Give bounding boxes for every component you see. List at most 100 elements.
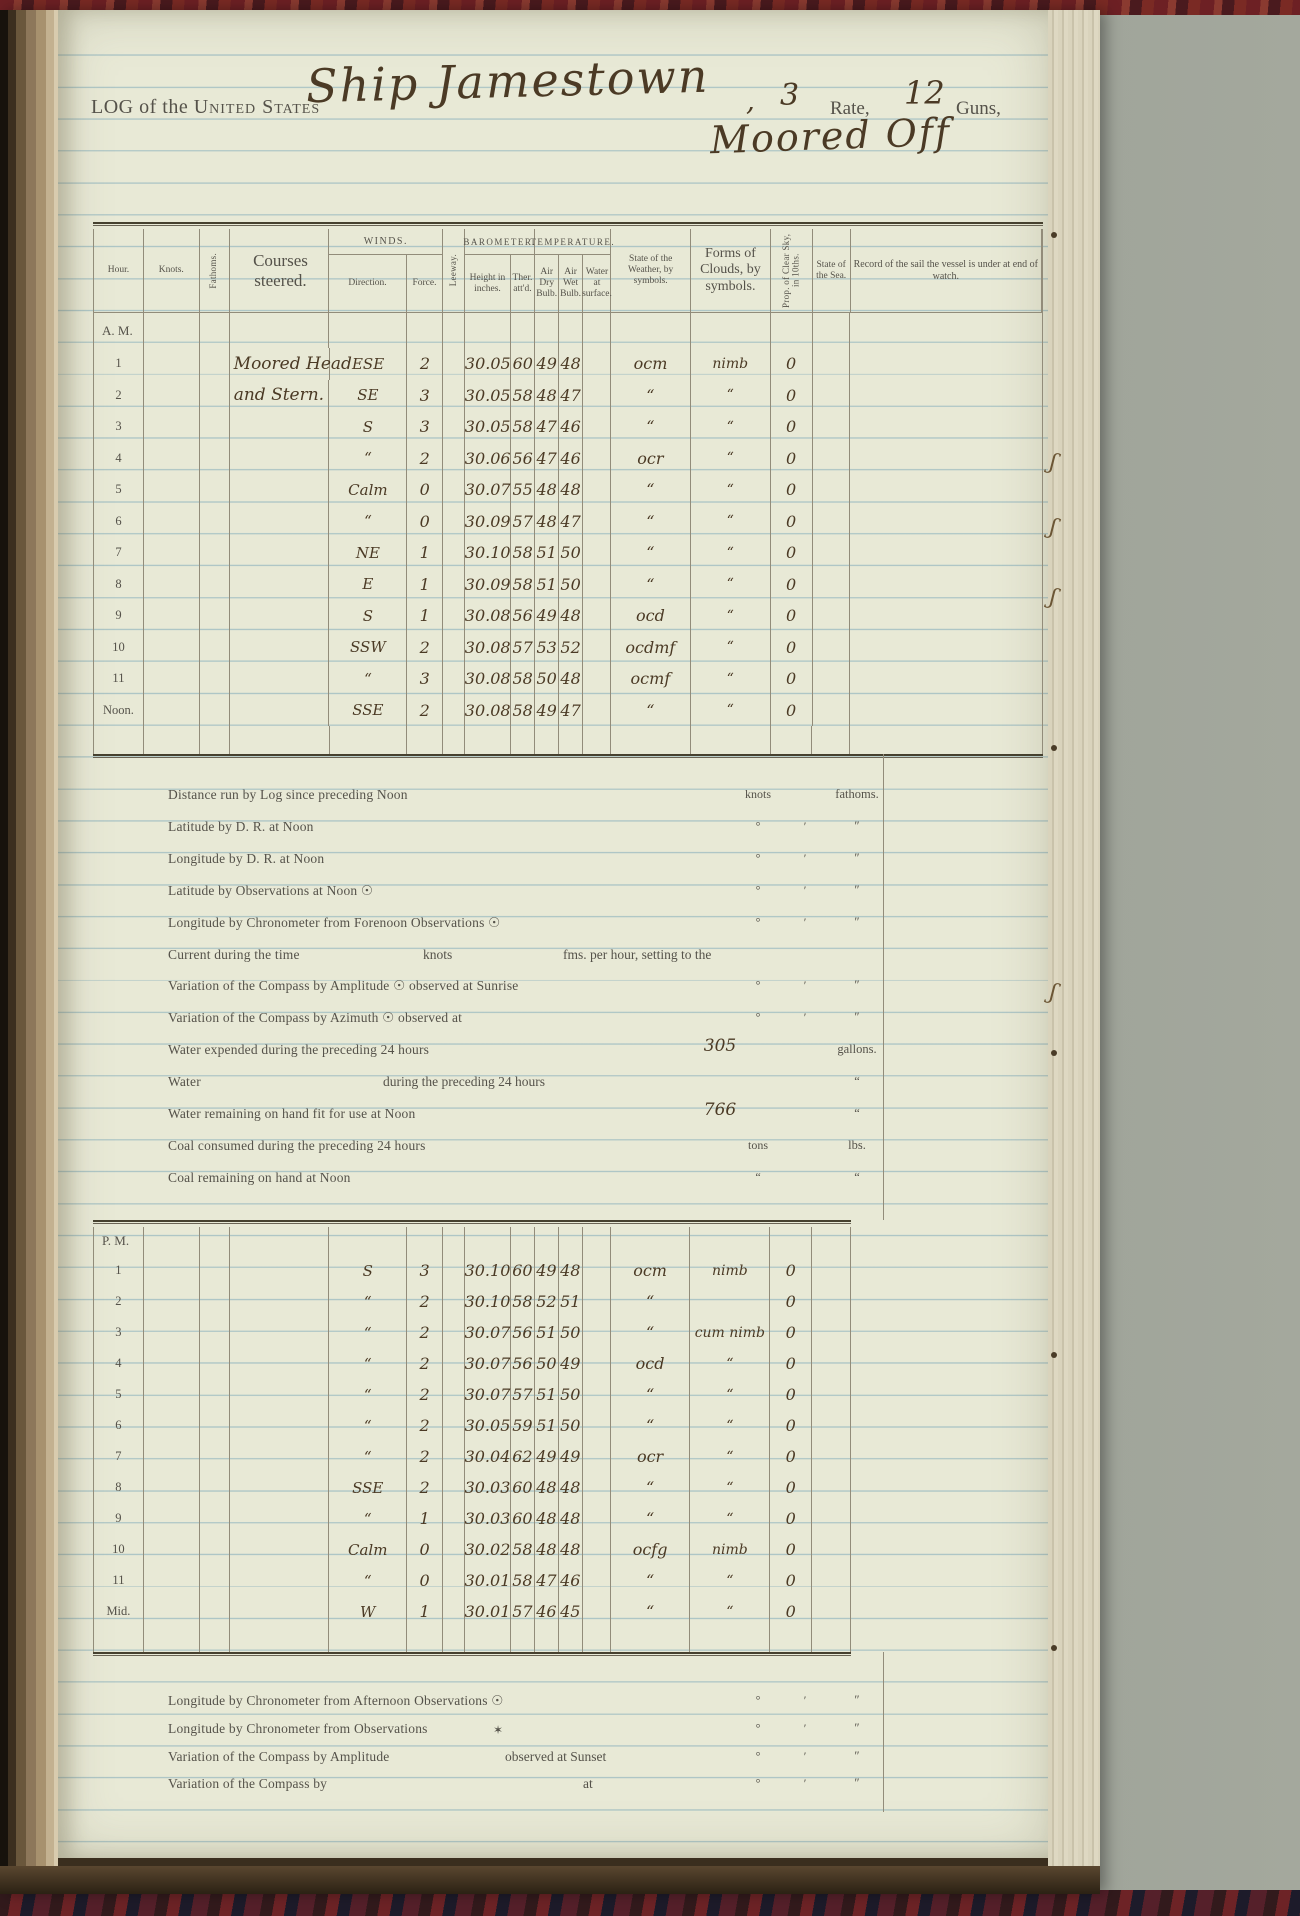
summary-row: Coal consumed during the preceding 24 ho… <box>93 1132 1023 1162</box>
cell-direction: “ <box>329 1441 408 1472</box>
cell-fathoms <box>200 1565 230 1596</box>
cell-water <box>583 663 611 695</box>
cell-leeway <box>443 379 466 411</box>
summary-label: Variation of the Compass by Amplitude <box>168 1748 390 1764</box>
cell-course <box>230 411 330 443</box>
cell-course <box>230 1534 330 1565</box>
cell-knots <box>144 1227 200 1255</box>
summary-row: Water remaining on hand fit for use at N… <box>93 1100 1023 1130</box>
summary-unit: ′ <box>803 1720 807 1735</box>
cell-direction <box>329 313 408 348</box>
cell-ther: 58 <box>511 537 536 569</box>
cell-dry: 48 <box>535 1534 559 1565</box>
cell-hour: 6 <box>94 1410 144 1441</box>
cell-water <box>583 1286 611 1317</box>
cell-clouds: “ <box>691 379 771 411</box>
cell-knots <box>144 411 200 443</box>
cell-sea <box>813 600 851 632</box>
margin-rule <box>883 754 884 1220</box>
summary-row: Variation of the Compass by Amplitude ☉ … <box>93 972 1023 1002</box>
cell-fathoms <box>200 1534 230 1565</box>
cell-leeway <box>443 1565 465 1596</box>
log-row: Mid. W 1 30.01 57 46 45 ““0 <box>94 1596 850 1627</box>
cell-sky: 0 <box>771 694 813 726</box>
summary-unit: ″ <box>854 1776 860 1791</box>
cell-knots <box>144 694 200 726</box>
cell-sky: 0 <box>771 663 813 695</box>
cell-leeway <box>443 1627 466 1652</box>
cell-sky <box>771 313 813 348</box>
summary-unit: ′ <box>803 978 807 993</box>
cell-fathoms <box>200 1227 230 1255</box>
cell-direction: S <box>329 411 408 443</box>
cell-ther: 58 <box>511 568 536 600</box>
cell-sky: 0 <box>771 537 813 569</box>
cell-height <box>465 726 512 754</box>
cell-leeway <box>443 1472 465 1503</box>
cell-water <box>583 442 611 474</box>
cell-direction: “ <box>329 1379 408 1410</box>
cell-sea <box>813 631 851 663</box>
cell-weather: “ <box>611 379 691 411</box>
cell-water <box>583 1379 611 1410</box>
cell-force: 2 <box>407 1379 444 1410</box>
cell-leeway <box>443 537 466 569</box>
cell-dry: 51 <box>535 537 560 569</box>
cell-knots <box>144 474 200 506</box>
summary-unit: ° <box>755 818 761 833</box>
summary-row: Water expended during the preceding 24 h… <box>93 1036 1023 1066</box>
cell-course <box>230 505 330 537</box>
cell-weather: ocdmf <box>611 631 691 663</box>
cell-force <box>407 1627 444 1652</box>
cell-height: 30.10 <box>465 1255 511 1286</box>
cell-height: 30.03 <box>465 1472 511 1503</box>
carpet-bottom <box>0 1890 1300 1916</box>
cell-leeway <box>443 1317 465 1348</box>
summary-unit: ′ <box>803 914 807 929</box>
cell-dry: 48 <box>535 505 560 537</box>
rule-double <box>93 222 1043 226</box>
cell-knots <box>144 1503 200 1534</box>
cell-force: 2 <box>407 1441 444 1472</box>
cell-dry: 51 <box>535 1379 559 1410</box>
stitch-hole <box>1051 1645 1057 1651</box>
cell-knots <box>144 1348 200 1379</box>
cell-water <box>583 411 611 443</box>
cell-force: 0 <box>407 474 444 506</box>
cell-knots <box>144 726 200 754</box>
summary-row: Water during the preceding 24 hours “ <box>93 1068 1023 1098</box>
cell-wet <box>559 1627 583 1652</box>
cell-direction: “ <box>329 663 408 695</box>
summary-mid-text: ✶ <box>493 1722 504 1737</box>
cell-sky: 0 <box>771 411 813 443</box>
cell-dry: 49 <box>535 694 560 726</box>
summary-unit: ″ <box>854 914 860 929</box>
cell-sea <box>812 1286 850 1317</box>
cell-water <box>583 568 611 600</box>
log-row: 3 S 3 30.05 58 47 46 ““0 <box>94 411 1042 443</box>
log-row: 6 “2 30.05 59 51 50 ““0 <box>94 1410 850 1441</box>
cell-wet: 46 <box>559 442 584 474</box>
cell-direction: “ <box>329 505 408 537</box>
summary-unit: ′ <box>803 1776 807 1791</box>
cell-ther <box>511 726 536 754</box>
header-winds: WINDS. <box>329 229 443 255</box>
summary-row: Latitude by D. R. at Noon ° ′ ″ <box>93 813 1023 843</box>
summary-mid-text: fms. per hour, setting to the <box>563 946 712 962</box>
cell-course <box>230 1503 330 1534</box>
cell-fathoms <box>200 1472 230 1503</box>
cell-clouds: “ <box>691 694 771 726</box>
cell-hour: 9 <box>94 1503 144 1534</box>
summary-label: Variation of the Compass by Azimuth ☉ ob… <box>168 1010 463 1026</box>
cell-record <box>850 569 1042 601</box>
cell-water <box>583 1255 611 1286</box>
cell-leeway <box>443 442 466 474</box>
cell-hour: 10 <box>94 1534 144 1565</box>
cell-force: 1 <box>407 1503 444 1534</box>
header-height: Height in inches. <box>465 255 511 312</box>
cell-clouds: “ <box>690 1410 771 1441</box>
cell-leeway <box>443 348 466 380</box>
cell-weather: ocmf <box>611 663 691 695</box>
header-wet-bulb: Air Wet Bulb. <box>559 255 583 312</box>
cell-course <box>230 1627 330 1652</box>
